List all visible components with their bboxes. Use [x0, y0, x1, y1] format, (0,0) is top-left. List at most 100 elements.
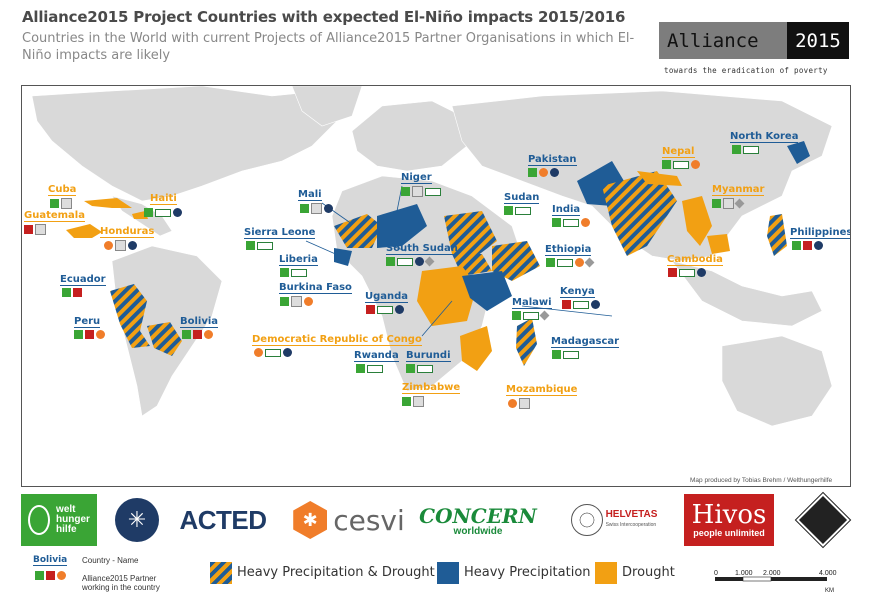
- partners-bolivia: [182, 330, 213, 339]
- label-drc: Democratic Republic of Congo: [252, 334, 422, 346]
- hivos-logo: Hivos people unlimited: [684, 494, 774, 546]
- mali-region: [334, 214, 382, 248]
- partners-niger: [401, 186, 441, 197]
- partners-honduras: [104, 240, 137, 251]
- partners-ecuador: [62, 288, 82, 297]
- page-subtitle: Countries in the World with current Proj…: [22, 31, 635, 63]
- acted-logo: ACTED: [179, 504, 267, 535]
- partners-sierra-leone: [246, 241, 273, 250]
- swatch-heavy-precip-drought: [210, 562, 232, 584]
- scale-tick-0: 0: [714, 570, 718, 577]
- europe-shape: [351, 100, 468, 172]
- partners-ethiopia: [546, 257, 595, 268]
- legend-partner: Alliance2015 Partner working in the coun…: [82, 574, 172, 592]
- bolivia-region: [147, 322, 182, 356]
- sudan-region: [444, 211, 497, 256]
- partners-cambodia: [668, 268, 706, 277]
- label-liberia: Liberia: [279, 254, 318, 266]
- concern-sub: worldwide: [453, 525, 503, 537]
- partners-mozambique: [508, 398, 530, 409]
- sierra-leone-liberia-region: [334, 248, 352, 266]
- partners-mali: [300, 203, 333, 214]
- page-title: Alliance2015 Project Countries with expe…: [22, 8, 626, 26]
- label-cambodia: Cambodia: [667, 254, 723, 266]
- partners-guatemala: [24, 224, 46, 235]
- label-burundi: Burundi: [406, 350, 451, 362]
- myanmar-region: [682, 196, 712, 246]
- cambodia-region: [707, 234, 730, 254]
- partners-burkina-faso: [280, 296, 313, 307]
- nepal-region: [637, 171, 682, 186]
- hivos-text: Hivos: [691, 500, 767, 530]
- label-uganda: Uganda: [365, 291, 409, 303]
- label-mozambique: Mozambique: [506, 384, 578, 396]
- partners-india: [552, 218, 590, 227]
- north-korea-region: [787, 141, 810, 164]
- malawi-mozambique-region: [460, 326, 492, 371]
- map-credit: Map produced by Tobias Brehm / Welthunge…: [690, 477, 833, 484]
- label-pakistan: Pakistan: [528, 154, 577, 166]
- logo-left: Alliance: [659, 22, 787, 59]
- legend-heavy-precip: Heavy Precipitation: [464, 565, 591, 580]
- welt-line2: hunger: [56, 514, 90, 525]
- legend-partner-line2: working in the country: [82, 583, 160, 592]
- label-bolivia: Bolivia: [180, 316, 219, 328]
- people-in-need-logo: [794, 491, 852, 549]
- scale-tick-1: 1.000: [735, 570, 753, 577]
- ecuador-peru-region: [110, 284, 150, 348]
- drc-region: [417, 266, 477, 326]
- partners-myanmar: [712, 198, 745, 209]
- diamond-icon: [794, 491, 852, 549]
- partners-haiti: [144, 208, 182, 217]
- label-south-sudan: South Sudan: [386, 243, 458, 255]
- label-sierra-leone: Sierra Leone: [244, 227, 316, 239]
- partners-kenya: [562, 300, 600, 309]
- partners-liberia: [280, 268, 307, 277]
- label-philippines: Philippines: [790, 227, 851, 239]
- niger-region: [377, 204, 427, 248]
- philippines-region: [767, 214, 787, 256]
- swatch-heavy-precip: [437, 562, 459, 584]
- label-peru: Peru: [74, 316, 101, 328]
- legend-country-name: Country - Name: [82, 556, 139, 565]
- alliance-logo: Alliance 2015: [659, 22, 849, 59]
- label-cuba: Cuba: [48, 184, 77, 196]
- scale-tick-2: 2.000: [763, 570, 781, 577]
- world-map: Cuba Haiti Guatemala Honduras Ecuador Pe…: [21, 85, 851, 487]
- partners-madagascar: [552, 350, 579, 359]
- scale-svg: 0 1.000 2.000 4.000 KM: [714, 570, 837, 594]
- madagascar-region: [516, 318, 537, 366]
- leaf-icon: [28, 505, 51, 535]
- scale-bar: 0 1.000 2.000 4.000 KM: [713, 570, 841, 603]
- label-mali: Mali: [298, 189, 322, 201]
- helvetas-logo: HELVETAS Swiss Intercooperation: [560, 494, 668, 546]
- southeast-asia-shape: [671, 260, 823, 327]
- india-region: [602, 171, 677, 256]
- label-zimbabwe: Zimbabwe: [402, 382, 461, 394]
- australia-shape: [721, 335, 833, 427]
- label-malawi: Malawi: [512, 297, 552, 309]
- highlighted-countries: [66, 141, 810, 371]
- cesvi-logo: ✱ cesvi: [290, 494, 408, 546]
- ethiopia-region: [492, 241, 540, 281]
- star-icon: ✳: [115, 498, 159, 542]
- legend-sample: Bolivia: [21, 555, 81, 591]
- guatemala-honduras-region: [66, 224, 102, 238]
- partners-cuba: [50, 198, 72, 209]
- label-north-korea: North Korea: [730, 131, 799, 143]
- label-guatemala: Guatemala: [24, 210, 85, 222]
- legend-heavy-precip-drought: Heavy Precipitation & Drought: [237, 565, 435, 580]
- legend-partner-line1: Alliance2015 Partner: [82, 574, 157, 583]
- label-rwanda: Rwanda: [354, 350, 399, 362]
- map-svg: [31, 86, 833, 427]
- partners-rwanda: [356, 364, 383, 373]
- legend-drought: Drought: [622, 565, 675, 580]
- label-myanmar: Myanmar: [712, 184, 765, 196]
- partners-north-korea: [732, 145, 759, 154]
- partner-logos: welt hunger hilfe ✳ ACTED ✱ cesvi CONCER…: [0, 491, 870, 549]
- label-haiti: Haiti: [150, 193, 177, 205]
- greenland-shape: [291, 86, 363, 127]
- concern-logo: CONCERN worldwide: [419, 494, 537, 546]
- helvetas-text: HELVETAS: [605, 509, 658, 520]
- label-india: India: [552, 204, 581, 216]
